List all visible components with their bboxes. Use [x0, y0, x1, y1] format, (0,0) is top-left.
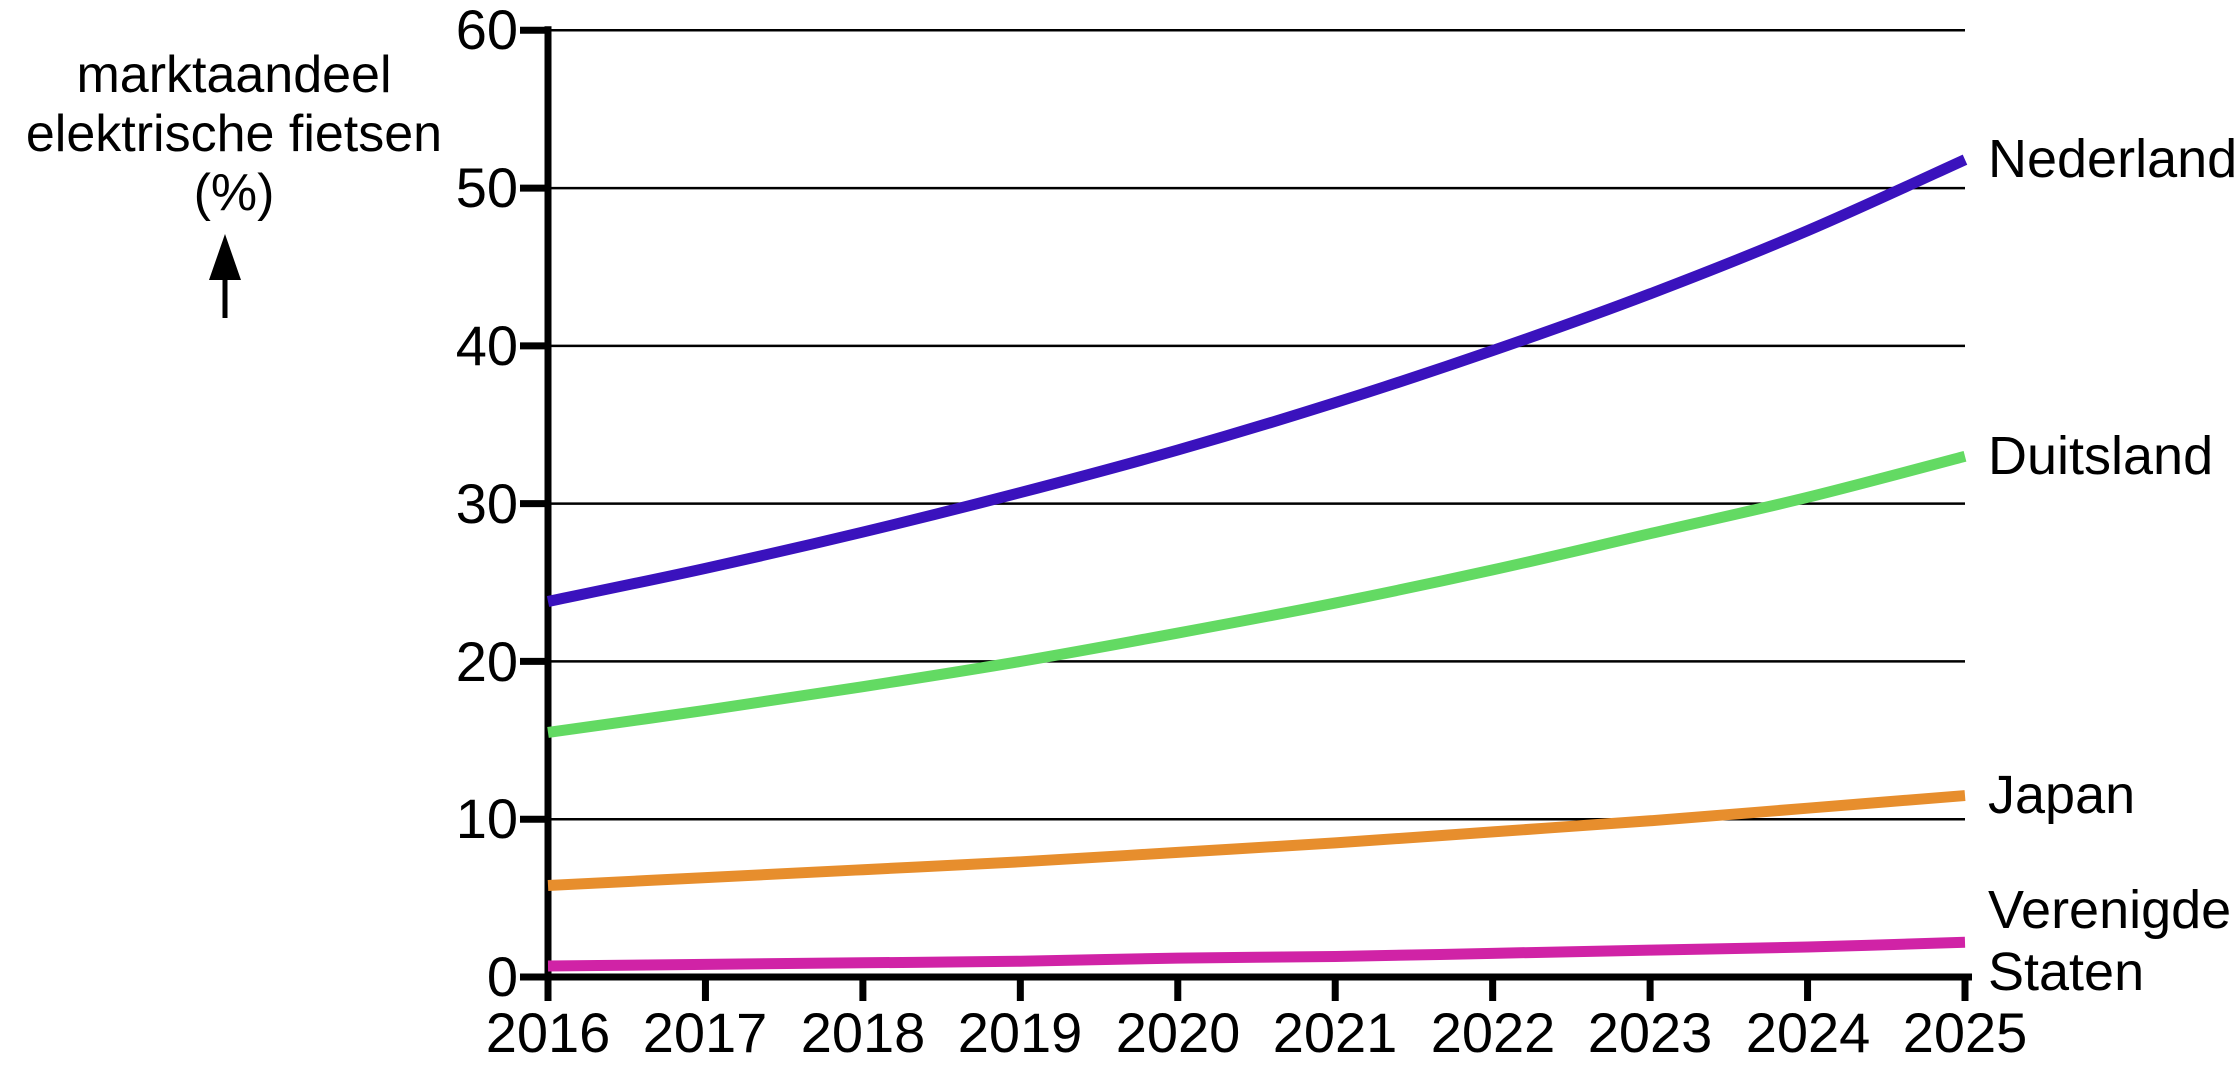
x-tick-label-2019: 2019 — [957, 1001, 1083, 1064]
series-line-japan — [547, 790, 1966, 891]
y-tick-label-60: 60 — [455, 0, 518, 61]
y-tick-label-30: 30 — [455, 472, 518, 535]
y-axis-title-line: (%) — [193, 164, 275, 222]
y-tick-label-10: 10 — [455, 787, 518, 850]
series-label-nederland: Nederland — [1988, 129, 2238, 189]
x-tick-label-2018: 2018 — [800, 1001, 926, 1064]
y-axis-arrow-head-icon — [209, 234, 241, 280]
series-line-verenigde-staten — [547, 936, 1966, 972]
y-tick-label-20: 20 — [455, 630, 518, 693]
x-tick-label-2023: 2023 — [1587, 1001, 1713, 1064]
x-tick-label-2016: 2016 — [485, 1001, 611, 1064]
y-axis-title-line: elektrische fietsen — [25, 105, 443, 163]
x-tick-label-2021: 2021 — [1272, 1001, 1398, 1064]
series-line-duitsland — [547, 450, 1967, 738]
x-tick-label-2020: 2020 — [1115, 1001, 1241, 1064]
y-tick-label-40: 40 — [455, 314, 518, 377]
y-axis-title: marktaandeel elektrische fietsen (%) — [0, 46, 468, 223]
x-tick-label-2024: 2024 — [1745, 1001, 1871, 1064]
y-axis-title-line: marktaandeel — [76, 46, 392, 104]
x-tick-label-2017: 2017 — [642, 1001, 768, 1064]
series-label-verenigde-staten: Verenigde Staten — [1988, 880, 2232, 1002]
series-label-japan: Japan — [1988, 765, 2136, 825]
series-line-nederland — [546, 154, 1968, 607]
x-tick-label-2022: 2022 — [1430, 1001, 1556, 1064]
x-tick-label-2025: 2025 — [1902, 1001, 2028, 1064]
series-label-duitsland: Duitsland — [1988, 426, 2214, 486]
y-tick-label-50: 50 — [455, 156, 518, 219]
y-tick-label-0: 0 — [486, 945, 518, 1008]
